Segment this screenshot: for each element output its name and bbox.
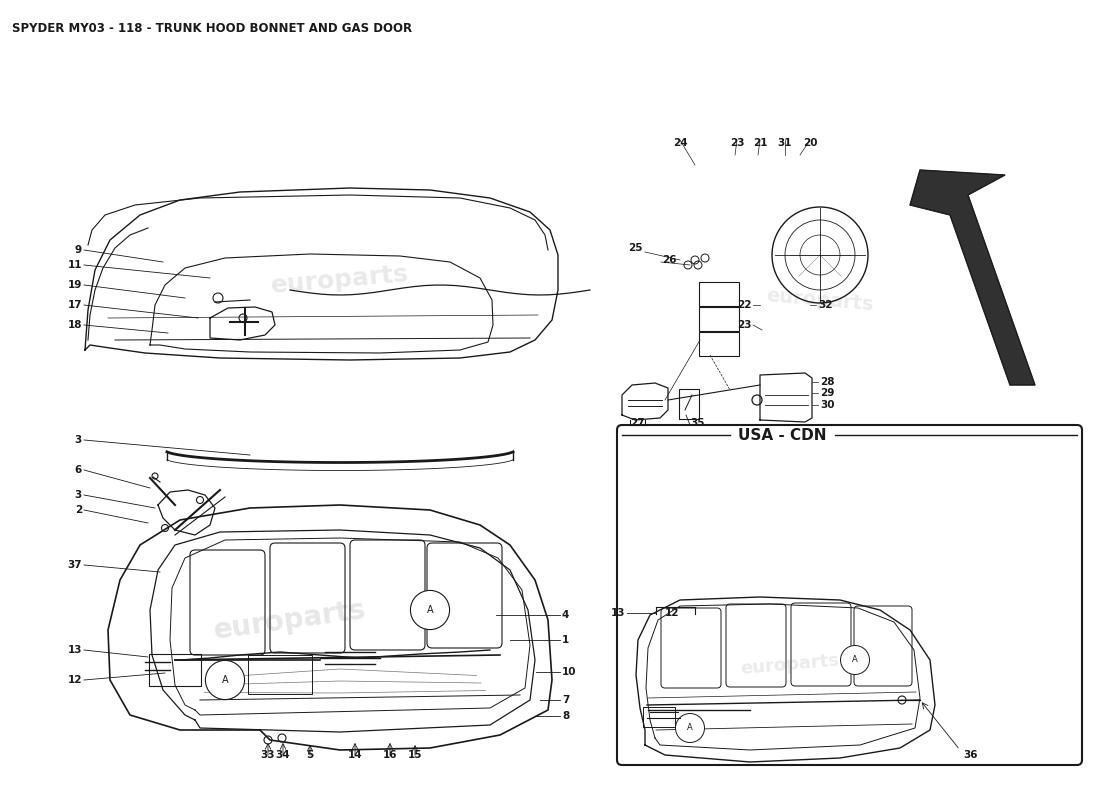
Text: 17: 17 (67, 300, 82, 310)
Text: 5: 5 (307, 750, 314, 760)
Text: 6: 6 (75, 465, 82, 475)
Text: 4: 4 (562, 610, 570, 620)
Text: A: A (427, 605, 433, 615)
Text: 13: 13 (67, 645, 82, 655)
Text: 16: 16 (383, 750, 397, 760)
Text: 26: 26 (662, 255, 676, 265)
Text: 12: 12 (666, 608, 680, 618)
Text: 21: 21 (752, 138, 768, 148)
Text: 18: 18 (67, 320, 82, 330)
Text: 15: 15 (408, 750, 422, 760)
Text: 28: 28 (820, 377, 835, 387)
Text: 3: 3 (75, 435, 82, 445)
Text: 23: 23 (729, 138, 745, 148)
Text: 3: 3 (75, 490, 82, 500)
Text: 36: 36 (962, 750, 978, 760)
Text: 1: 1 (562, 635, 570, 645)
Text: A: A (852, 655, 858, 665)
Text: 14: 14 (348, 750, 362, 760)
Text: europarts: europarts (766, 286, 874, 314)
Text: 29: 29 (820, 388, 835, 398)
Text: 13: 13 (610, 608, 625, 618)
Text: 9: 9 (75, 245, 82, 255)
Text: A: A (222, 675, 229, 685)
Text: 30: 30 (820, 400, 835, 410)
Text: 25: 25 (628, 243, 643, 253)
Text: 23: 23 (737, 320, 752, 330)
Text: 11: 11 (67, 260, 82, 270)
Text: 2: 2 (75, 505, 82, 515)
Text: europarts: europarts (212, 595, 368, 645)
Text: 34: 34 (276, 750, 290, 760)
Text: 7: 7 (562, 695, 570, 705)
Text: 32: 32 (818, 300, 833, 310)
Text: USA - CDN: USA - CDN (738, 427, 826, 442)
Text: 24: 24 (673, 138, 688, 148)
Text: 27: 27 (629, 418, 645, 428)
Text: europarts: europarts (740, 652, 840, 678)
Text: 19: 19 (67, 280, 82, 290)
Text: 31: 31 (778, 138, 792, 148)
FancyBboxPatch shape (617, 425, 1082, 765)
Text: 33: 33 (261, 750, 275, 760)
Text: 35: 35 (690, 418, 704, 428)
Text: 22: 22 (737, 300, 752, 310)
Text: 8: 8 (562, 711, 570, 721)
Text: 12: 12 (67, 675, 82, 685)
Text: A: A (688, 723, 693, 733)
Text: 20: 20 (803, 138, 817, 148)
Text: 10: 10 (562, 667, 576, 677)
Polygon shape (910, 170, 1035, 385)
Text: europarts: europarts (270, 262, 410, 298)
Text: 37: 37 (67, 560, 82, 570)
Text: SPYDER MY03 - 118 - TRUNK HOOD BONNET AND GAS DOOR: SPYDER MY03 - 118 - TRUNK HOOD BONNET AN… (12, 22, 412, 35)
